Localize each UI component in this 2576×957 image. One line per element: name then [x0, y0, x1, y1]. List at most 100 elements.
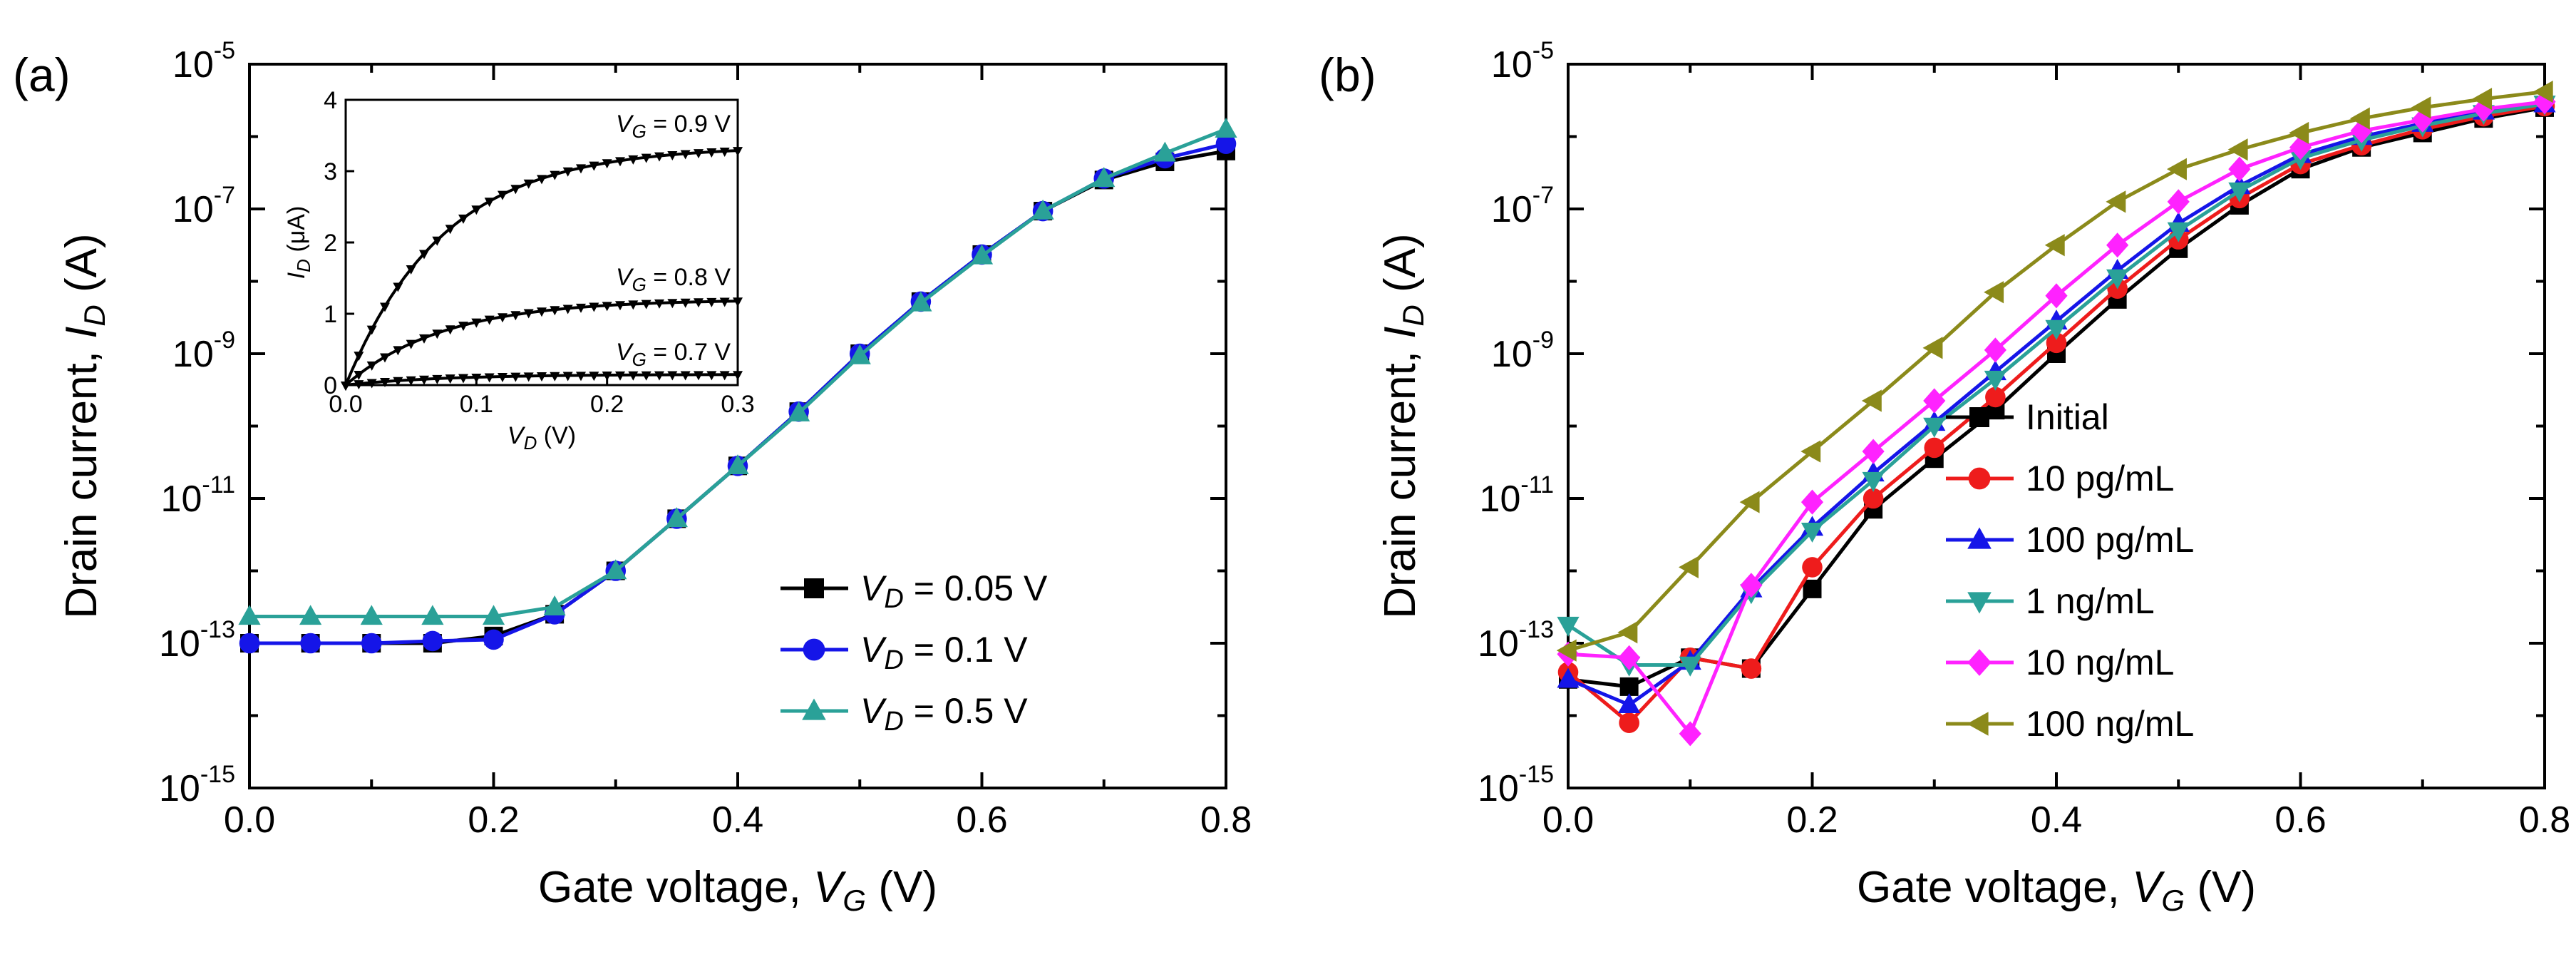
data-point [1617, 621, 1638, 644]
data-point [2228, 182, 2251, 203]
inset-data-point [719, 297, 730, 307]
legend-entry: 1 ng/mL [2026, 581, 2155, 621]
x-tick-label: 0.6 [956, 799, 1007, 841]
y-tick-label: 10-9 [172, 327, 235, 375]
inset-data-point [733, 371, 743, 381]
legend-marker [1968, 467, 1991, 490]
data-point [2044, 234, 2065, 257]
data-point [238, 605, 261, 625]
data-point [300, 633, 321, 654]
data-point [1803, 579, 1822, 598]
data-point [1556, 639, 1577, 662]
data-point [788, 401, 810, 421]
legend-entry: VD = 0.5 V [860, 691, 1028, 737]
inset-x-tick-label: 0.3 [721, 391, 754, 418]
data-point [1093, 167, 1116, 188]
data-point [2167, 222, 2190, 242]
data-point [1679, 721, 1701, 747]
inset-data-point [719, 371, 730, 381]
data-point [1923, 388, 1946, 414]
inset-data-point [537, 372, 547, 382]
data-point [2472, 88, 2493, 111]
data-point [421, 605, 444, 625]
inset-data-point [523, 309, 534, 319]
data-point [910, 291, 932, 312]
inset-data-point [432, 329, 443, 339]
inset-data-point [498, 190, 508, 200]
inset-data-point [510, 372, 521, 382]
inset-data-point [341, 382, 351, 391]
y-tick-label: 10-5 [172, 37, 235, 86]
x-tick-label: 0.2 [468, 799, 519, 841]
inset-data-point [537, 307, 547, 317]
data-point [2045, 283, 2068, 309]
data-point [1557, 616, 1580, 637]
legend-marker [804, 578, 824, 598]
legend-marker [802, 698, 826, 720]
y-tick-label: 10-15 [1478, 761, 1554, 809]
inset-data-point [641, 300, 651, 309]
x-tick-label: 0.8 [1200, 799, 1252, 841]
inset-data-point [380, 353, 390, 363]
inset-data-point [498, 313, 508, 323]
data-point [360, 605, 383, 625]
data-point [1984, 281, 2004, 304]
inset-data-point [706, 148, 717, 158]
inset-data-point [419, 334, 429, 344]
data-point [1739, 491, 1760, 513]
y-tick-label: 10-11 [161, 471, 235, 520]
data-point [2046, 332, 2067, 354]
legend-entry: Initial [2026, 397, 2109, 437]
x-tick-label: 0.4 [712, 799, 763, 841]
y-tick-label: 10-5 [1491, 37, 1554, 86]
data-point [1031, 199, 1054, 220]
inset-data-point [602, 159, 612, 169]
inset-y-tick-label: 0 [324, 372, 337, 399]
inset-data-point [576, 372, 586, 382]
inset-data-point [589, 372, 599, 382]
y-tick-label: 10-13 [159, 616, 235, 665]
data-point [1618, 693, 1641, 713]
inset-data-point [641, 371, 651, 381]
data-point [1922, 337, 1943, 359]
inset-y-tick-label: 1 [324, 301, 337, 328]
panel-a: (a) 0.0 0.2 0.4 0.6 0.810-1510-1310-1110-910… [13, 37, 1252, 917]
x-axis-label: Gate voltage, VG (V) [1857, 863, 2256, 917]
legend-entry: 100 pg/mL [2026, 520, 2194, 560]
inset-data-point [680, 371, 691, 381]
data-point [2167, 158, 2187, 180]
inset-curve-label: VG = 0.9 V [616, 111, 731, 142]
inset-data-point [550, 372, 560, 382]
y-tick-label: 10-9 [1491, 327, 1554, 375]
inset-data-point [432, 236, 443, 246]
inset-data-point [498, 373, 508, 383]
data-point [1985, 387, 2006, 408]
data-point [2533, 80, 2553, 103]
inset-data-point [615, 301, 625, 311]
x-tick-label: 0.0 [1542, 799, 1594, 841]
inset-data-point [680, 298, 691, 308]
x-axis-label: Gate voltage, VG (V) [538, 863, 937, 917]
inset-data-point [354, 380, 364, 390]
data-point [422, 630, 443, 652]
inset-x-tick-label: 0.0 [329, 391, 362, 418]
data-point [848, 344, 871, 364]
data-point [483, 629, 504, 650]
y-tick-label: 10-7 [1491, 182, 1554, 230]
data-point [1153, 141, 1176, 162]
data-point [1923, 417, 1946, 438]
inset-x-axis-label: VD (V) [508, 422, 576, 454]
data-point [2106, 269, 2129, 290]
data-point [726, 454, 749, 475]
x-tick-label: 0.4 [2031, 799, 2082, 841]
data-point [2289, 135, 2312, 160]
inset-data-point [589, 161, 599, 171]
inset-data-point [380, 378, 390, 388]
inset-data-point [706, 297, 717, 307]
inset-data-point [510, 185, 521, 195]
data-point [1679, 556, 1699, 579]
inset-data-point [694, 371, 704, 381]
data-point [1679, 656, 1701, 677]
data-point [543, 595, 566, 615]
